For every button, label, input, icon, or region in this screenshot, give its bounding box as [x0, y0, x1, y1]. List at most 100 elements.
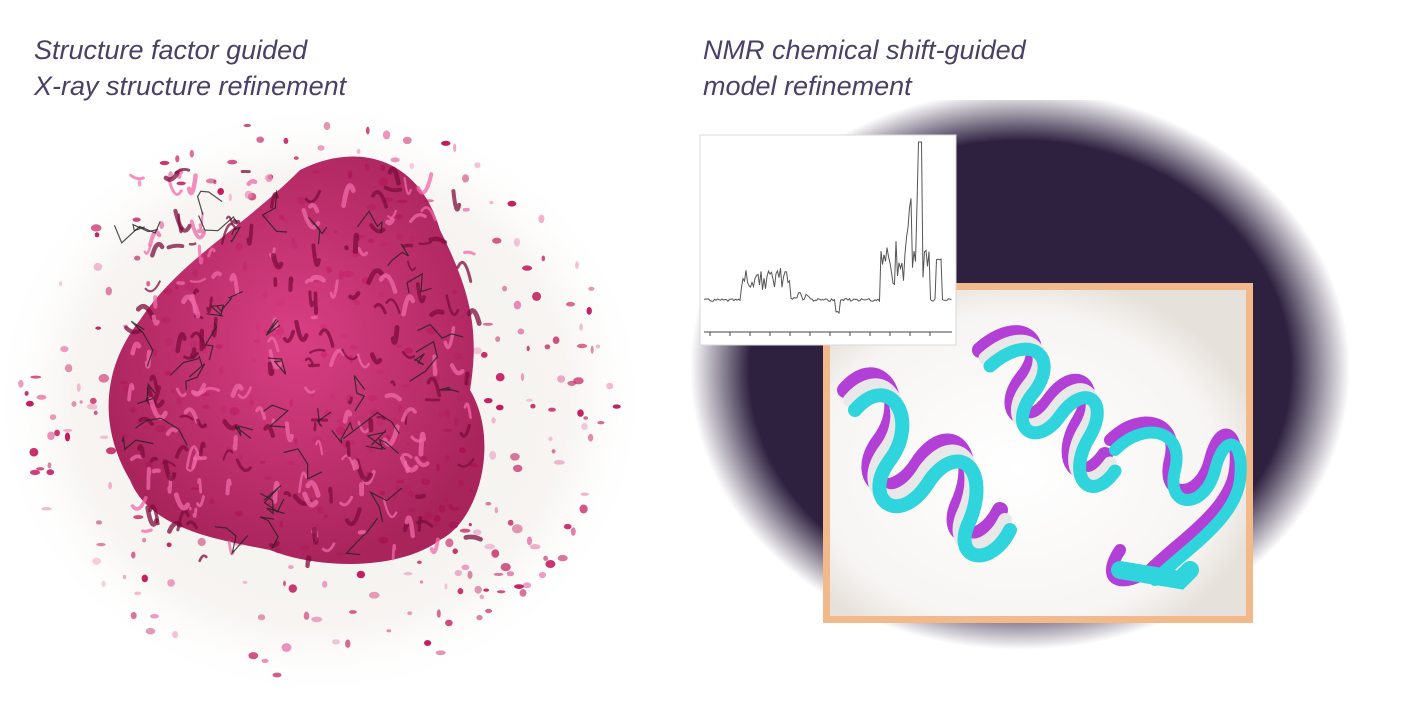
- density-strand: [313, 422, 317, 432]
- density-strand: [415, 519, 434, 528]
- density-speck: [479, 594, 485, 600]
- density-strand: [197, 477, 203, 494]
- density-speck: [99, 435, 109, 440]
- density-strand: [315, 439, 324, 456]
- backbone-segment: [130, 320, 154, 367]
- density-speck: [445, 538, 454, 548]
- density-strand: [188, 242, 197, 246]
- density-speck: [484, 543, 496, 550]
- density-strand: [190, 331, 207, 349]
- density-speck: [514, 584, 524, 589]
- density-strand: [415, 282, 426, 304]
- density-strand: [192, 507, 198, 518]
- density-strand: [196, 418, 207, 429]
- density-strand: [189, 293, 197, 314]
- density-strand: [402, 243, 414, 248]
- density-strand: [384, 392, 403, 402]
- density-speck: [557, 375, 566, 383]
- density-speck: [588, 286, 595, 291]
- density-speck: [462, 174, 469, 183]
- backbone-segment: [342, 411, 400, 440]
- density-speck: [130, 612, 137, 620]
- density-strand: [230, 383, 244, 398]
- density-strand: [445, 294, 460, 316]
- density-strand: [466, 308, 482, 326]
- density-strand: [371, 190, 389, 209]
- density-speck: [476, 614, 483, 621]
- density-speck: [366, 126, 370, 135]
- density-speck: [513, 464, 523, 473]
- density-strand: [304, 189, 322, 204]
- backbone-segment: [135, 417, 188, 446]
- density-strand: [406, 260, 417, 272]
- density-speck: [552, 336, 560, 344]
- density-speck: [491, 549, 500, 558]
- density-speck: [513, 238, 521, 247]
- density-strand: [282, 329, 296, 343]
- density-speck: [606, 382, 614, 390]
- density-strand: [387, 166, 401, 186]
- density-strand: [211, 316, 218, 338]
- density-speck: [454, 570, 462, 577]
- backbone-segment: [387, 243, 410, 267]
- density-strand: [232, 435, 238, 451]
- density-strand: [197, 244, 204, 265]
- density-speck: [89, 397, 97, 404]
- density-speck: [95, 520, 103, 525]
- density-strand: [173, 492, 191, 511]
- density-strand: [163, 170, 180, 182]
- density-speck: [92, 557, 101, 565]
- density-speck: [563, 523, 572, 530]
- density-strand: [196, 495, 205, 508]
- density-speck: [553, 460, 565, 465]
- density-strand: [167, 178, 183, 196]
- density-speck: [26, 400, 34, 407]
- density-strand: [352, 232, 360, 254]
- density-strand: [137, 444, 146, 459]
- density-speck: [491, 417, 496, 424]
- density-speck: [24, 391, 29, 396]
- density-speck: [345, 639, 351, 648]
- backbone-segment: [216, 290, 244, 312]
- density-speck: [436, 609, 441, 618]
- density-strand: [135, 303, 156, 321]
- density-speck: [484, 398, 493, 404]
- density-speck: [485, 501, 492, 506]
- density-speck: [311, 616, 323, 623]
- density-speck: [283, 580, 286, 587]
- density-speck: [59, 281, 63, 287]
- density-speck: [54, 429, 60, 437]
- density-strand: [390, 324, 400, 345]
- density-strand: [205, 386, 221, 392]
- density-speck: [332, 639, 340, 645]
- density-speck: [541, 255, 546, 262]
- density-speck: [407, 611, 413, 615]
- density-speck: [105, 286, 113, 296]
- density-strand: [145, 505, 159, 527]
- density-strand: [130, 495, 148, 511]
- density-strand: [183, 407, 200, 424]
- density-speck: [530, 403, 536, 409]
- density-speck: [146, 280, 151, 287]
- density-strand: [357, 246, 369, 257]
- density-strand: [308, 348, 326, 354]
- density-speck: [265, 174, 273, 182]
- density-strand: [151, 314, 160, 326]
- backbone-segment: [121, 437, 154, 451]
- density-strand: [283, 491, 292, 498]
- density-speck: [356, 570, 366, 579]
- density-strand: [348, 291, 361, 301]
- density-strand: [294, 319, 309, 342]
- density-strand: [304, 357, 314, 365]
- density-strand: [268, 349, 283, 370]
- density-strand: [341, 183, 356, 208]
- density-strand: [428, 236, 448, 245]
- density-speck: [30, 375, 42, 379]
- density-speck: [272, 672, 282, 678]
- density-speck: [349, 610, 357, 614]
- density-strand: [383, 185, 403, 193]
- density-strand: [166, 243, 185, 250]
- density-speck: [386, 629, 392, 633]
- density-strand: [206, 296, 213, 313]
- backbone-segment: [198, 215, 238, 232]
